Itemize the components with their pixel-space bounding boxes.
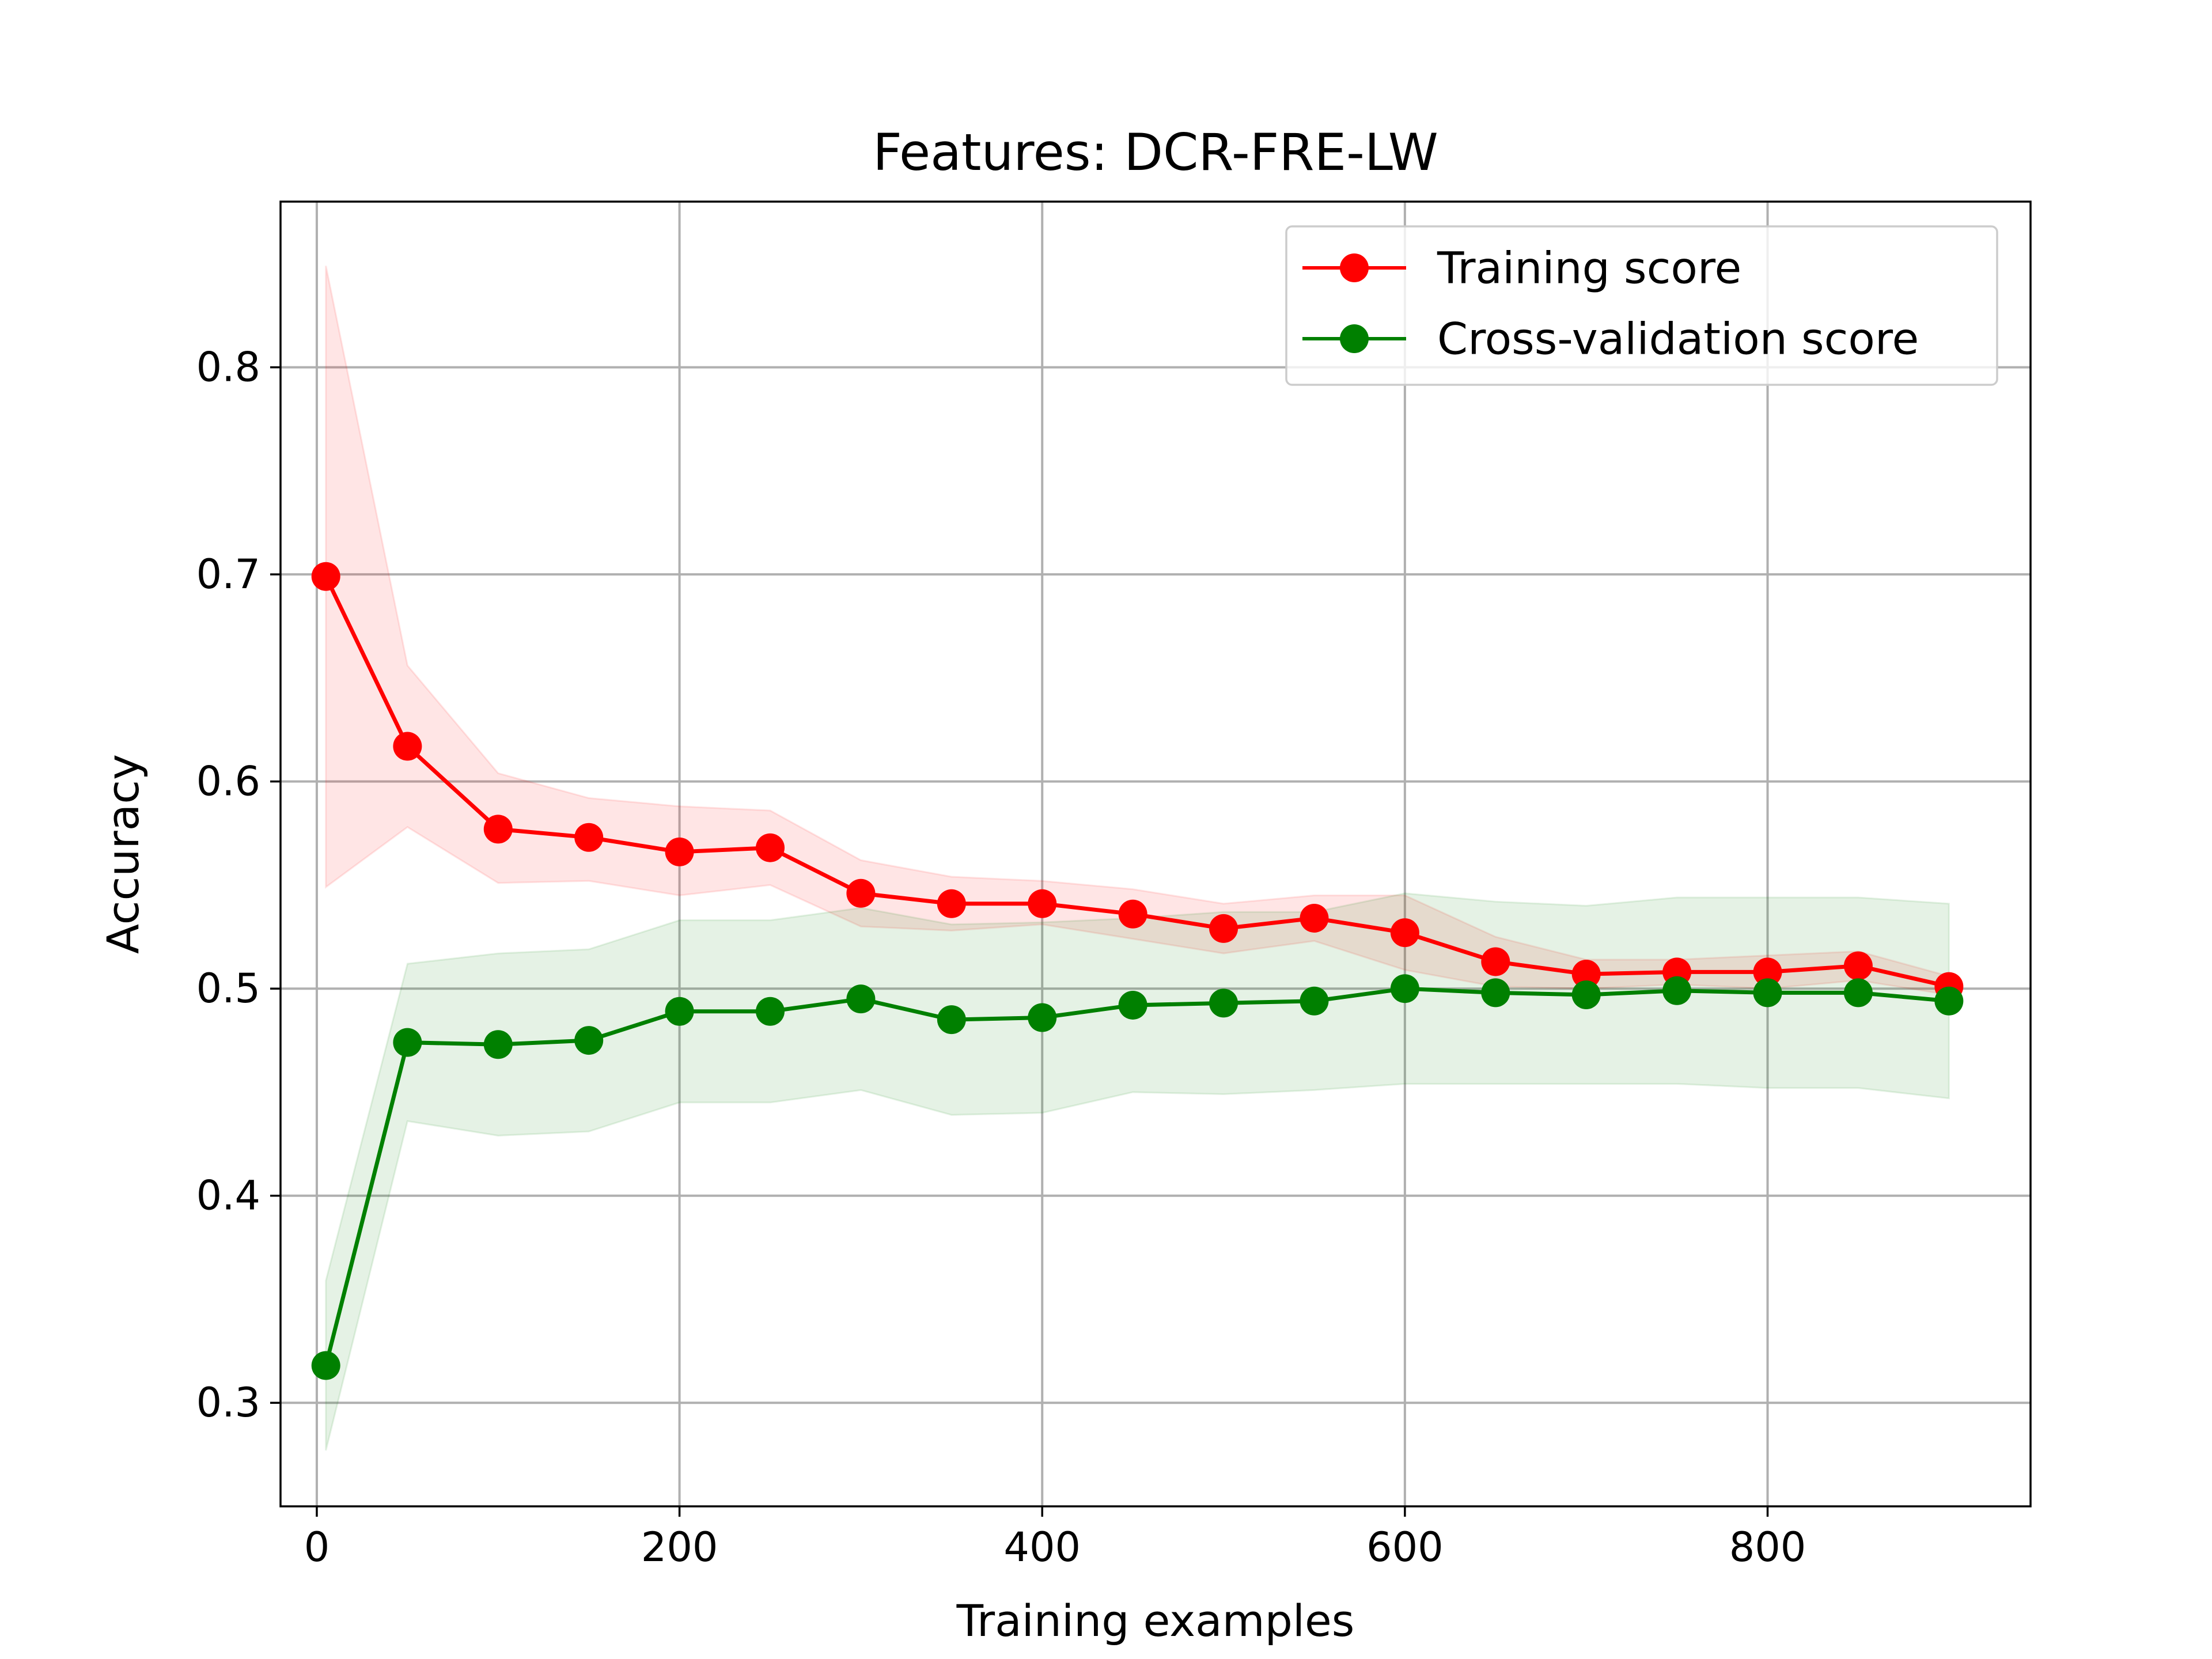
data-point-training bbox=[574, 823, 604, 852]
data-point-cross-validation bbox=[483, 1030, 513, 1059]
data-point-training bbox=[1753, 957, 1782, 987]
data-point-cross-validation bbox=[393, 1028, 422, 1057]
data-point-training bbox=[665, 837, 694, 866]
data-point-cross-validation bbox=[1662, 976, 1692, 1005]
plot-frame bbox=[279, 200, 2032, 1508]
legend: Training score Cross-validation score bbox=[1285, 225, 1998, 386]
data-point-training bbox=[1028, 889, 1057, 918]
data-point-cross-validation bbox=[1571, 980, 1601, 1009]
chart-title: Features: DCR-FRE-LW bbox=[873, 123, 1438, 182]
x-tick-label: 400 bbox=[1003, 1524, 1081, 1571]
data-point-cross-validation bbox=[1753, 978, 1782, 1007]
data-point-cross-validation bbox=[1118, 990, 1147, 1020]
data-point-cross-validation bbox=[311, 1351, 340, 1380]
data-point-training bbox=[1390, 918, 1419, 948]
data-point-training bbox=[1571, 960, 1601, 989]
data-point-cross-validation bbox=[1390, 974, 1419, 1003]
legend-swatch-marker-cross-validation bbox=[1340, 324, 1369, 353]
data-point-cross-validation bbox=[1209, 988, 1238, 1018]
legend-entry-training-score: Training score bbox=[1437, 243, 1741, 294]
legend-box bbox=[1285, 225, 1998, 386]
data-point-cross-validation bbox=[937, 1005, 966, 1035]
data-point-training bbox=[1300, 903, 1329, 933]
y-tick-label: 0.8 bbox=[196, 344, 260, 391]
data-point-cross-validation bbox=[1843, 978, 1873, 1007]
data-point-training bbox=[1209, 914, 1238, 943]
series-points bbox=[311, 562, 1964, 1380]
y-axis-label: Accuracy bbox=[97, 754, 149, 954]
y-tick-label: 0.4 bbox=[196, 1172, 260, 1219]
x-tick-label: 600 bbox=[1366, 1524, 1444, 1571]
legend-entry-cross-validation-score: Cross-validation score bbox=[1437, 313, 1919, 365]
data-point-training bbox=[846, 878, 876, 908]
data-point-training bbox=[756, 833, 785, 862]
data-point-training bbox=[311, 562, 340, 591]
data-point-training bbox=[483, 815, 513, 844]
data-point-training bbox=[937, 889, 966, 918]
x-axis-label: Training examples bbox=[956, 1595, 1355, 1646]
x-tick-label: 800 bbox=[1729, 1524, 1806, 1571]
data-point-training bbox=[1843, 951, 1873, 980]
data-point-cross-validation bbox=[846, 984, 876, 1014]
x-tick-label: 200 bbox=[641, 1524, 718, 1571]
y-tick-label: 0.5 bbox=[196, 965, 260, 1012]
data-point-training bbox=[393, 732, 422, 761]
data-point-cross-validation bbox=[1028, 1003, 1057, 1032]
data-point-cross-validation bbox=[756, 997, 785, 1026]
y-tick-label: 0.6 bbox=[196, 758, 260, 805]
data-point-cross-validation bbox=[1300, 986, 1329, 1016]
x-tick-label: 0 bbox=[304, 1524, 330, 1571]
y-tick-label: 0.7 bbox=[196, 551, 260, 598]
legend-swatch-marker-training bbox=[1340, 253, 1369, 282]
data-point-cross-validation bbox=[574, 1026, 604, 1055]
y-tick-label: 0.3 bbox=[196, 1379, 260, 1426]
axis-ticks: 0 200 400 600 800 0.3 0.4 0.5 0.6 0.7 0.8 bbox=[196, 344, 1806, 1571]
data-point-cross-validation bbox=[665, 997, 694, 1026]
data-point-training bbox=[1481, 947, 1510, 976]
data-point-training bbox=[1118, 899, 1147, 929]
data-point-cross-validation bbox=[1481, 978, 1510, 1007]
data-point-cross-validation bbox=[1934, 986, 1964, 1016]
confidence-band-cross-validation bbox=[325, 892, 1950, 1451]
